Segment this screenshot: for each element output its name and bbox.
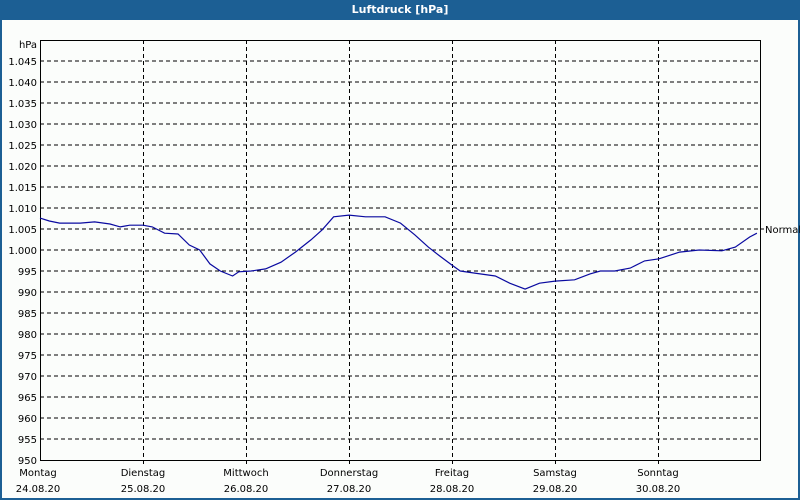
x-tick-day: Sonntag bbox=[637, 468, 679, 479]
y-tick-label: 1.005 bbox=[8, 225, 37, 236]
y-tick-label: 1.020 bbox=[8, 162, 37, 173]
y-tick-label: 995 bbox=[18, 267, 37, 278]
y-tick-label: 1.035 bbox=[8, 99, 37, 110]
x-tick-date: 26.08.20 bbox=[224, 484, 269, 495]
x-tick-date: 30.08.20 bbox=[636, 484, 681, 495]
x-tick-day: Donnerstag bbox=[320, 468, 378, 479]
x-tick-day: Samstag bbox=[533, 468, 577, 479]
y-axis-unit: hPa bbox=[19, 40, 37, 51]
x-tick-date: 24.08.20 bbox=[16, 484, 61, 495]
y-tick-label: 1.045 bbox=[8, 57, 37, 68]
y-tick-label: 1.000 bbox=[8, 246, 37, 257]
y-tick-label: 1.025 bbox=[8, 141, 37, 152]
x-tick-date: 28.08.20 bbox=[430, 484, 475, 495]
pressure-line bbox=[39, 214, 758, 290]
y-tick-label: 985 bbox=[18, 309, 37, 320]
x-tick-day: Dienstag bbox=[121, 468, 166, 479]
x-tick-date: 29.08.20 bbox=[533, 484, 578, 495]
y-tick-label: 1.010 bbox=[8, 204, 37, 215]
x-tick-day: Mittwoch bbox=[223, 468, 268, 479]
y-tick-label: 955 bbox=[18, 435, 37, 446]
plot-area-border bbox=[39, 39, 762, 462]
x-tick-date: 27.08.20 bbox=[327, 484, 372, 495]
y-tick-label: 975 bbox=[18, 351, 37, 362]
y-tick-label: 970 bbox=[18, 372, 37, 383]
chart-title: Luftdruck [hPa] bbox=[0, 0, 800, 20]
y-tick-label: 980 bbox=[18, 330, 37, 341]
y-tick-label: 1.040 bbox=[8, 78, 37, 89]
normal-annotation: Normal bbox=[765, 225, 800, 236]
x-tick-day: Montag bbox=[19, 468, 56, 479]
y-tick-label: 1.030 bbox=[8, 120, 37, 131]
x-tick-date: 25.08.20 bbox=[121, 484, 166, 495]
x-tick-day: Freitag bbox=[435, 468, 469, 479]
y-tick-label: 990 bbox=[18, 288, 37, 299]
y-tick-label: 1.015 bbox=[8, 183, 37, 194]
y-tick-label: 950 bbox=[18, 456, 37, 467]
y-tick-label: 960 bbox=[18, 414, 37, 425]
y-tick-label: 965 bbox=[18, 393, 37, 404]
